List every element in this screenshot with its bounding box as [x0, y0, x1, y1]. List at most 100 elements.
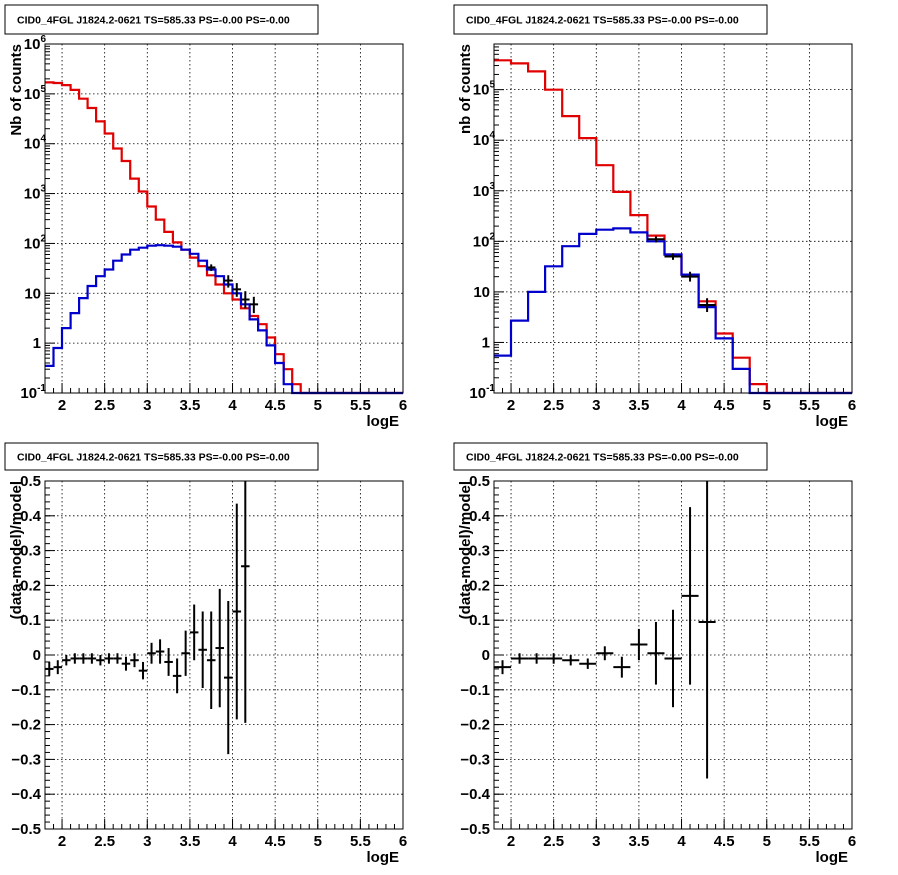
x-tick-label: 4 [228, 833, 237, 850]
y-axis-label: nb of counts [457, 44, 474, 134]
y-tick-label: 105 [24, 84, 47, 103]
x-axis-label: logE [367, 413, 400, 430]
series-total-model-line [494, 59, 852, 395]
chart-title-box [453, 442, 768, 471]
x-axis-label: logE [816, 413, 849, 430]
y-tick-label: −0.5 [11, 821, 41, 838]
y-tick-label: 103 [473, 181, 496, 200]
series-source-model-line [45, 244, 403, 395]
x-tick-label: 2.5 [94, 397, 115, 414]
chart-title-box [4, 4, 319, 35]
x-tick-label: 6 [848, 833, 856, 850]
y-tick-label: 0.4 [469, 508, 491, 525]
y-tick-label: −0.4 [460, 786, 490, 803]
y-tick-label: 10 [24, 285, 41, 302]
x-tick-label: 4.5 [714, 397, 735, 414]
y-tick-label: 0.3 [469, 543, 490, 560]
chart-title-box [4, 442, 319, 471]
x-tick-label: 3.5 [179, 397, 200, 414]
plot-frame [493, 43, 853, 394]
x-tick-label: 4.5 [265, 397, 286, 414]
chart-title: CID0_4FGL J1824.2-0621 TS=585.33 PS=-0.0… [466, 452, 739, 464]
y-tick-label: −0.1 [460, 682, 490, 699]
chart-panel-3: CID0_4FGL J1824.2-0621 TS=585.33 PS=-0.0… [4, 442, 407, 866]
y-tick-label: 0.1 [469, 612, 490, 629]
x-tick-label: 4 [228, 397, 237, 414]
y-tick-label: 0.5 [469, 473, 490, 490]
x-tick-label: 5 [763, 833, 771, 850]
chart-title: CID0_4FGL J1824.2-0621 TS=585.33 PS=-0.0… [466, 15, 739, 27]
y-tick-label: 1 [33, 335, 41, 352]
x-tick-label: 4.5 [265, 833, 286, 850]
x-tick-label: 2 [507, 397, 515, 414]
y-tick-label: −0.5 [460, 821, 490, 838]
y-tick-label: 106 [24, 34, 47, 53]
y-tick-label: 0.1 [20, 612, 41, 629]
x-tick-label: 2 [507, 833, 515, 850]
y-tick-label: 104 [24, 134, 47, 153]
y-tick-label: 0.4 [20, 508, 42, 525]
y-tick-label: −0.3 [460, 751, 490, 768]
x-tick-label: 5.5 [350, 397, 371, 414]
series-source-model-line [494, 227, 852, 395]
x-tick-label: 4.5 [714, 833, 735, 850]
chart-panel-4: CID0_4FGL J1824.2-0621 TS=585.33 PS=-0.0… [453, 442, 856, 866]
x-tick-label: 3 [592, 833, 600, 850]
x-tick-label: 6 [848, 397, 856, 414]
x-tick-label: 2.5 [543, 397, 564, 414]
x-tick-label: 6 [399, 397, 407, 414]
y-tick-label: 0.3 [20, 543, 41, 560]
y-tick-label: −0.2 [11, 717, 41, 734]
y-tick-label: 104 [473, 130, 496, 149]
x-tick-label: 5 [314, 833, 322, 850]
x-tick-label: 6 [399, 833, 407, 850]
x-axis-label: logE [816, 849, 849, 866]
y-tick-label: 10-1 [20, 383, 46, 402]
x-tick-label: 2.5 [94, 833, 115, 850]
chart-title: CID0_4FGL J1824.2-0621 TS=585.33 PS=-0.0… [17, 15, 290, 27]
chart-panel-2: CID0_4FGL J1824.2-0621 TS=585.33 PS=-0.0… [453, 4, 856, 430]
x-tick-label: 3.5 [179, 833, 200, 850]
x-tick-label: 2.5 [543, 833, 564, 850]
x-tick-label: 3 [143, 397, 151, 414]
y-axis-label: Nb of counts [8, 44, 25, 136]
y-tick-label: 0.2 [20, 577, 41, 594]
y-tick-label: −0.1 [11, 682, 41, 699]
x-tick-label: 4 [677, 397, 686, 414]
y-tick-label: 102 [473, 231, 496, 250]
series-total-model-line [45, 81, 403, 395]
x-tick-label: 5.5 [799, 397, 820, 414]
y-tick-label: 102 [24, 233, 47, 252]
x-tick-label: 5 [314, 397, 322, 414]
y-tick-label: 0.5 [20, 473, 41, 490]
y-axis-label: (data-model)/model [8, 481, 25, 619]
x-tick-label: 5 [763, 397, 771, 414]
x-axis-label: logE [367, 849, 400, 866]
plot-frame [44, 480, 404, 830]
chart-title: CID0_4FGL J1824.2-0621 TS=585.33 PS=-0.0… [17, 452, 290, 464]
y-tick-label: 1 [482, 334, 490, 351]
x-tick-label: 3.5 [628, 397, 649, 414]
chart-panel-1: CID0_4FGL J1824.2-0621 TS=585.33 PS=-0.0… [4, 4, 407, 430]
x-tick-label: 3 [143, 833, 151, 850]
x-tick-label: 3.5 [628, 833, 649, 850]
y-tick-label: 0 [33, 647, 41, 664]
y-tick-label: −0.2 [460, 717, 490, 734]
chart-title-box [453, 4, 768, 35]
x-tick-label: 2 [58, 397, 66, 414]
y-tick-label: 0 [482, 647, 490, 664]
y-tick-label: 105 [473, 80, 496, 99]
y-tick-label: 10-1 [469, 383, 495, 402]
x-tick-label: 5.5 [799, 833, 820, 850]
y-tick-label: 0.2 [469, 577, 490, 594]
y-tick-label: 103 [24, 184, 47, 203]
x-tick-label: 3 [592, 397, 600, 414]
y-tick-label: 10 [473, 284, 490, 301]
y-tick-label: −0.4 [11, 786, 41, 803]
plot-frame [493, 480, 853, 830]
x-tick-label: 5.5 [350, 833, 371, 850]
y-axis-label: (data-model)/model [457, 481, 474, 619]
plot-frame [44, 43, 404, 394]
y-tick-label: −0.3 [11, 751, 41, 768]
